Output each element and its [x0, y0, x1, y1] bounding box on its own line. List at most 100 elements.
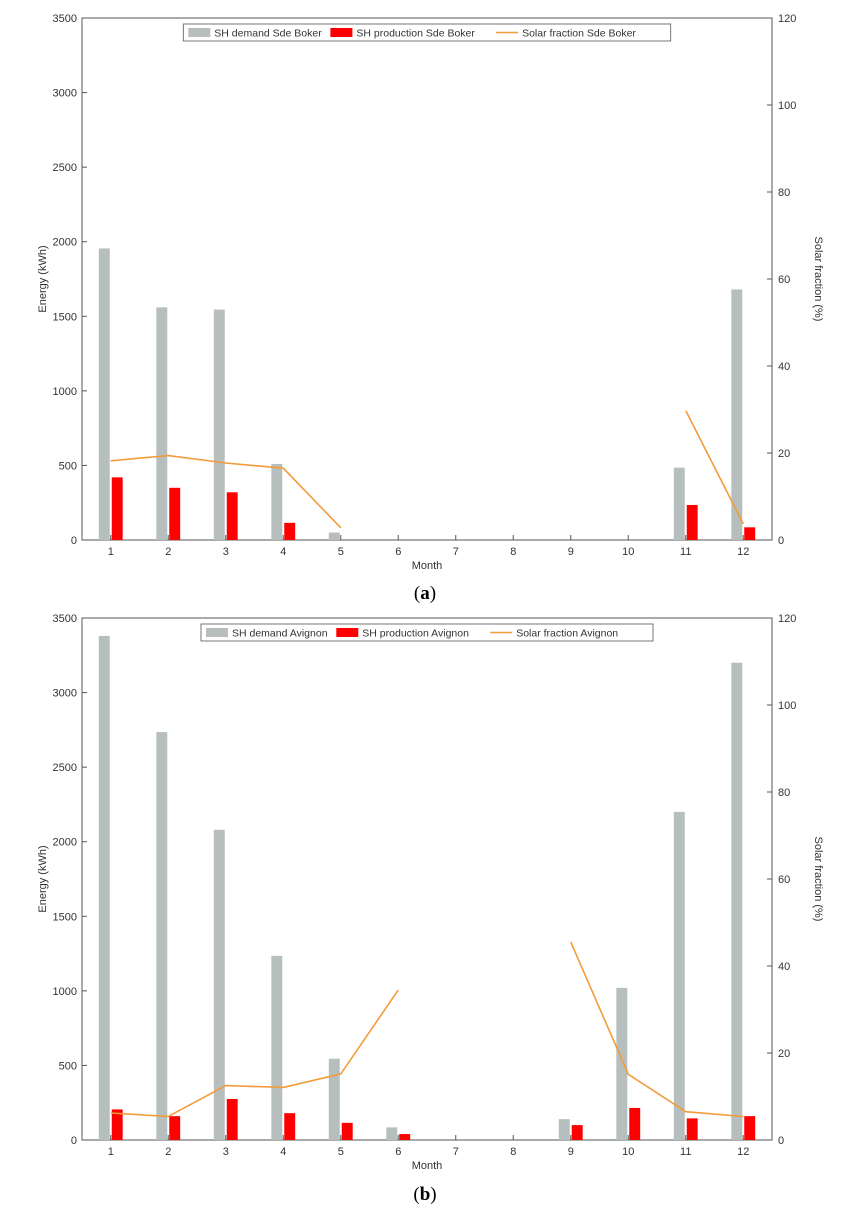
bar-demand: [271, 463, 283, 540]
bar-production: [226, 1098, 238, 1140]
bar-demand: [731, 662, 743, 1140]
solar-fraction-line: [110, 454, 342, 529]
y-tick-label: 3000: [53, 688, 77, 700]
bar-production: [686, 504, 698, 540]
x-axis-label: Month: [412, 560, 443, 572]
caption-b: (b): [413, 1184, 437, 1205]
y2-tick-label: 60: [778, 874, 790, 886]
x-tick-label: 6: [395, 546, 401, 558]
x-tick-label: 12: [737, 1146, 749, 1158]
caption-a: (a): [413, 583, 437, 604]
bar-production: [284, 522, 296, 540]
bar-demand: [213, 309, 225, 540]
bar-demand: [558, 1119, 570, 1140]
solar-fraction-line: [685, 410, 745, 525]
x-tick-label: 7: [453, 546, 459, 558]
bar-demand: [616, 987, 628, 1140]
y2-tick-label: 0: [778, 1135, 784, 1147]
bar-demand: [386, 1127, 398, 1140]
bar-demand: [98, 248, 110, 540]
legend-label: Solar fraction Sde Boker: [522, 28, 636, 40]
bar-demand: [98, 635, 110, 1140]
legend-box: [200, 623, 654, 642]
bar-production: [399, 1134, 411, 1140]
y2-axis-label: Solar fraction (%): [812, 237, 824, 322]
y-tick-label: 0: [71, 535, 77, 547]
chart-b: 0 500 1000 1500 2000 2500 3000 3500 0 20 40 60 80 100…: [37, 613, 824, 1172]
x-tick-label: 2: [165, 546, 171, 558]
bar-production: [111, 1109, 123, 1140]
x-tick-label: 3: [223, 1146, 229, 1158]
bar-production: [686, 1118, 698, 1140]
bar-production: [284, 1113, 296, 1140]
y-axis-label: Energy (kWh): [37, 245, 49, 312]
y2-tick-label: 100: [778, 100, 796, 112]
x-tick-label: 12: [737, 546, 749, 558]
bar-production: [169, 487, 181, 540]
bar-production: [744, 527, 756, 540]
y2-axis-label: Solar fraction (%): [812, 837, 824, 922]
solar-fraction-line: [570, 941, 744, 1118]
plot-frame: [81, 17, 773, 541]
bar-demand: [156, 732, 168, 1140]
bar-production: [226, 492, 238, 540]
y-axis-label: Energy (kWh): [37, 845, 49, 912]
y2-tick-label: 20: [778, 1048, 790, 1060]
y-tick-label: 1000: [53, 386, 77, 398]
x-tick-label: 8: [510, 546, 516, 558]
y2-tick-label: 100: [778, 700, 796, 712]
y-tick-label: 3500: [53, 613, 77, 625]
y-tick-label: 3500: [53, 13, 77, 25]
x-tick-label: 11: [680, 1146, 691, 1158]
x-tick-label: 9: [568, 546, 574, 558]
bar-production: [571, 1125, 583, 1140]
y-tick-label: 3000: [53, 88, 77, 100]
y-tick-label: 1000: [53, 986, 77, 998]
y2-tick-label: 120: [778, 13, 796, 25]
legend-label: Solar fraction Avignon: [516, 628, 618, 640]
legend-swatch-demand: [188, 28, 211, 37]
bar-demand: [213, 829, 225, 1140]
legend-swatch-production: [336, 628, 359, 637]
y-tick-label: 2500: [53, 762, 77, 774]
bar-production: [629, 1107, 641, 1140]
bar-production: [169, 1116, 181, 1140]
solar-fraction-line: [110, 989, 399, 1118]
bar-demand: [328, 532, 340, 540]
x-tick-label: 6: [395, 1146, 401, 1158]
y-tick-label: 1500: [53, 311, 77, 323]
bar-production: [744, 1116, 756, 1140]
bar-production: [111, 477, 123, 540]
legend: SH demand Avignon SH production Avignon So…: [200, 623, 654, 642]
bar-demand: [271, 955, 283, 1140]
legend-label: SH demand Sde Boker: [214, 28, 322, 40]
x-tick-label: 4: [280, 546, 286, 558]
x-tick-label: 2: [165, 1146, 171, 1158]
bar-demand: [156, 307, 168, 540]
legend-label: SH demand Avignon: [232, 628, 328, 640]
x-tick-label: 11: [680, 546, 691, 558]
y-tick-label: 0: [71, 1135, 77, 1147]
legend-label: SH production Avignon: [362, 628, 469, 640]
y2-tick-label: 20: [778, 448, 790, 460]
legend: SH demand Sde Boker SH production Sde Bok…: [182, 23, 672, 42]
bar-production: [341, 1122, 353, 1140]
x-tick-label: 10: [622, 1146, 634, 1158]
bar-demand: [731, 289, 743, 540]
y-tick-label: 500: [59, 460, 77, 472]
y2-tick-label: 40: [778, 961, 790, 973]
legend-swatch-production: [330, 28, 353, 37]
y-tick-label: 2000: [53, 237, 77, 249]
x-tick-label: 3: [223, 546, 229, 558]
x-tick-label: 7: [453, 1146, 459, 1158]
x-tick-label: 8: [510, 1146, 516, 1158]
y-tick-label: 2000: [53, 837, 77, 849]
y-tick-label: 500: [59, 1060, 77, 1072]
x-tick-label: 1: [108, 1146, 114, 1158]
x-tick-label: 10: [622, 546, 634, 558]
x-axis-label: Month: [412, 1160, 443, 1172]
y2-tick-label: 0: [778, 535, 784, 547]
x-tick-label: 4: [280, 1146, 286, 1158]
y-tick-label: 1500: [53, 911, 77, 923]
legend-label: SH production Sde Boker: [356, 28, 475, 40]
